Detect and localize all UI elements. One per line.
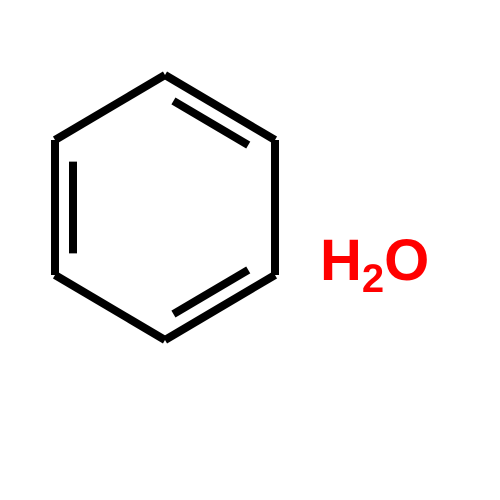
water-label: H2O: [320, 228, 429, 301]
benzene-ring: [55, 75, 275, 340]
water-formula: H2O: [320, 228, 429, 301]
chemical-diagram: H2O: [0, 0, 500, 500]
